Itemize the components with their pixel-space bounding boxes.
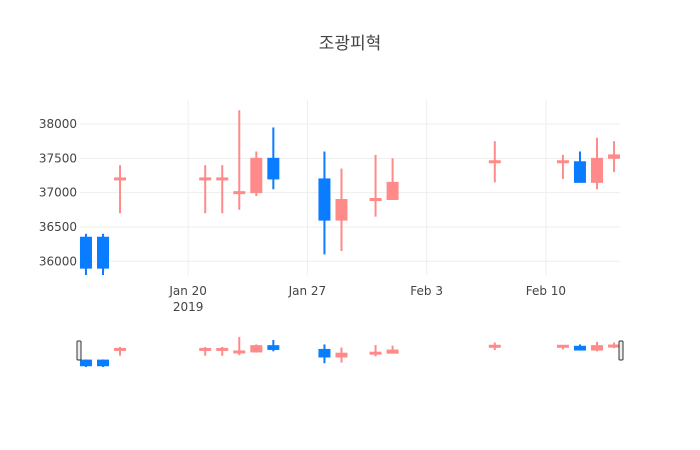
slider-candle-body bbox=[233, 350, 246, 354]
x-tick-sublabel: 2019 bbox=[173, 300, 204, 314]
slider-candle-body bbox=[591, 345, 604, 351]
slider-candle bbox=[233, 336, 246, 356]
slider-candle bbox=[488, 342, 501, 351]
slider-candle bbox=[386, 345, 399, 354]
candle bbox=[608, 141, 621, 173]
candle-body bbox=[216, 177, 229, 181]
candle bbox=[267, 127, 280, 190]
y-tick-label: 36000 bbox=[39, 254, 77, 268]
candle bbox=[216, 165, 229, 214]
slider-candle-body bbox=[250, 345, 263, 353]
candle bbox=[556, 154, 569, 179]
slider-candle bbox=[199, 346, 212, 356]
candle-body bbox=[250, 157, 263, 194]
slider-candle bbox=[267, 340, 280, 352]
slider-candle-body bbox=[369, 351, 382, 355]
slider-candle bbox=[556, 344, 569, 350]
slider-candle-body bbox=[335, 352, 348, 358]
candle-body bbox=[335, 199, 348, 221]
candle bbox=[114, 165, 127, 214]
slider-candle-body bbox=[267, 345, 280, 350]
candle bbox=[573, 151, 586, 183]
candle bbox=[335, 168, 348, 251]
range-slider-right-handle[interactable] bbox=[618, 340, 624, 361]
slider-candle bbox=[114, 346, 127, 356]
candle bbox=[591, 137, 604, 190]
candle bbox=[369, 154, 382, 217]
slider-candle bbox=[369, 345, 382, 357]
y-tick-label: 37000 bbox=[39, 186, 77, 200]
candle-body bbox=[386, 181, 399, 201]
slider-candle-body bbox=[114, 347, 127, 351]
y-axis-ticks: 36000 36500 37000 37500 38000 bbox=[39, 117, 77, 268]
candle bbox=[233, 110, 246, 210]
slider-candle-body bbox=[216, 347, 229, 351]
grid-lines bbox=[80, 100, 620, 275]
y-tick-label: 38000 bbox=[39, 117, 77, 131]
slider-candle bbox=[573, 344, 586, 351]
x-tick-label: Jan 20 bbox=[168, 284, 207, 298]
chart-title: 조광피혁 bbox=[319, 34, 382, 54]
y-tick-label: 37500 bbox=[39, 151, 77, 165]
slider-candle-body bbox=[556, 344, 569, 348]
candle bbox=[96, 233, 109, 275]
candle bbox=[318, 151, 331, 255]
x-tick-label: Feb 10 bbox=[526, 284, 566, 298]
candle-body bbox=[79, 236, 92, 269]
slider-candle-body bbox=[96, 359, 109, 367]
slider-candle-body bbox=[488, 344, 501, 348]
candle-body bbox=[96, 236, 109, 269]
candle-body bbox=[573, 161, 586, 183]
candle-body bbox=[318, 178, 331, 221]
candle bbox=[199, 165, 212, 214]
range-slider-left-handle[interactable] bbox=[76, 340, 82, 361]
candle-body bbox=[369, 198, 382, 202]
x-tick-label: Feb 3 bbox=[410, 284, 443, 298]
y-tick-label: 36500 bbox=[39, 220, 77, 234]
candle-body bbox=[591, 157, 604, 183]
candle bbox=[79, 233, 92, 275]
candle bbox=[488, 141, 501, 183]
candle bbox=[386, 158, 399, 201]
slider-candle bbox=[96, 359, 109, 367]
slider-candle bbox=[250, 344, 263, 353]
slider-candle-body bbox=[199, 347, 212, 351]
candle-body bbox=[267, 157, 280, 180]
candle-body bbox=[114, 177, 127, 181]
slider-candle-body bbox=[79, 359, 92, 367]
slider-candle-body bbox=[318, 348, 331, 358]
candle-body bbox=[488, 160, 501, 164]
slider-candle-body bbox=[386, 349, 399, 354]
candle-body bbox=[556, 160, 569, 164]
candle-body bbox=[608, 154, 621, 159]
candle-body bbox=[233, 191, 246, 195]
candle bbox=[250, 151, 263, 197]
range-slider[interactable] bbox=[76, 335, 624, 367]
slider-candle bbox=[79, 359, 92, 367]
candle-body bbox=[199, 177, 212, 181]
slider-candle bbox=[318, 344, 331, 364]
slider-candle-body bbox=[608, 344, 621, 348]
x-tick-label: Jan 27 bbox=[288, 284, 327, 298]
x-axis-ticks: Jan 20 2019 Jan 27 Feb 3 Feb 10 bbox=[168, 284, 566, 314]
slider-candle bbox=[335, 347, 348, 363]
candles bbox=[79, 110, 621, 275]
slider-candle bbox=[591, 341, 604, 352]
slider-candle bbox=[216, 346, 229, 356]
slider-candle-body bbox=[573, 345, 586, 351]
range-slider-track[interactable] bbox=[80, 335, 620, 367]
